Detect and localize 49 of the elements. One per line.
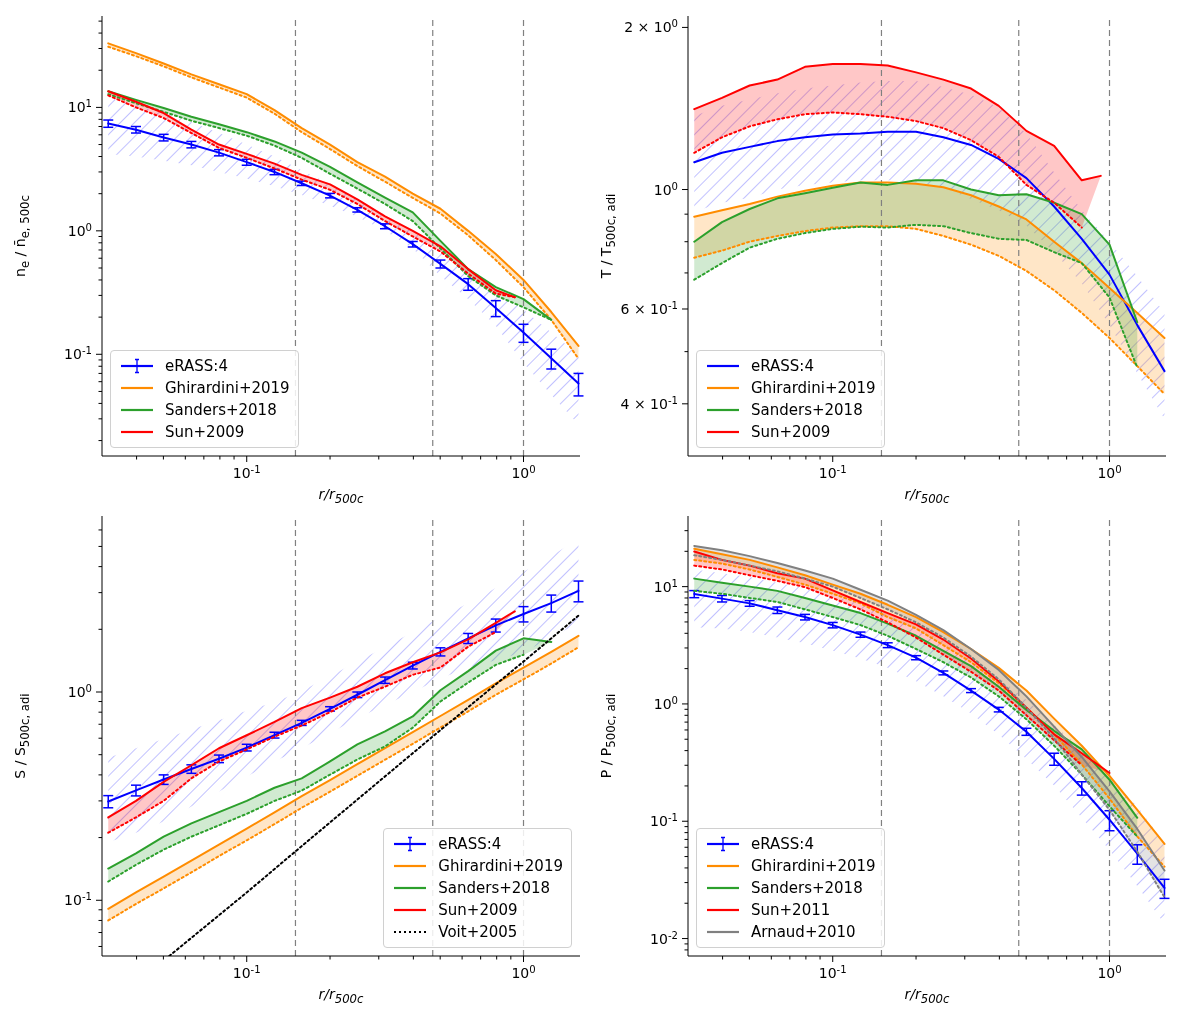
x-axis-title: r/r$_{500c}$ <box>903 986 951 1006</box>
line-series <box>693 179 1139 324</box>
line-series <box>693 130 1166 373</box>
y-tick-label: 10$^{-1}$ <box>64 344 92 363</box>
x-tick-label: 10$^{-1}$ <box>232 963 261 981</box>
x-axis-title: r/r$_{500c}$ <box>317 486 365 506</box>
x-tick-label: 10$^{0}$ <box>1097 963 1122 981</box>
line-series <box>693 181 1166 339</box>
legend-label: eRASS:4 <box>165 356 228 377</box>
legend-label: Sanders+2018 <box>165 400 277 421</box>
legend-label: Sanders+2018 <box>438 878 551 899</box>
legend-label: eRASS:4 <box>438 834 502 855</box>
y-tick-label: 6 × 10$^{-1}$ <box>620 299 678 317</box>
y-tick-label: 10$^{0}$ <box>653 694 678 712</box>
line-series <box>693 111 1083 229</box>
x-tick-label: 10$^{-1}$ <box>818 463 847 481</box>
y-tick-label: 10$^{-2}$ <box>650 929 678 947</box>
legend-label: Sun+2009 <box>751 422 831 443</box>
legend-label: Sun+2011 <box>751 900 831 921</box>
legend-label: Sanders+2018 <box>751 400 863 421</box>
legend-label: Sun+2009 <box>165 422 245 443</box>
y-tick-label: 4 × 10$^{-1}$ <box>620 394 678 412</box>
y-tick-label: 10$^{-1}$ <box>650 811 678 830</box>
legend-label: Arnaud+2010 <box>751 922 856 943</box>
y-tick-label: 10$^{0}$ <box>67 682 92 700</box>
x-tick-label: 10$^{-1}$ <box>818 963 847 981</box>
y-tick-label: 10$^{0}$ <box>67 221 92 239</box>
legend-label: Ghirardini+2019 <box>165 378 290 399</box>
line-series <box>693 225 1166 396</box>
x-tick-label: 10$^{-1}$ <box>232 463 261 481</box>
y-tick-label: 10$^{1}$ <box>653 577 678 595</box>
legend-label: Sanders+2018 <box>751 878 863 899</box>
y-tick-label: 10$^{0}$ <box>653 180 678 198</box>
x-axis-title: r/r$_{500c}$ <box>317 986 365 1006</box>
legend-label: Voit+2005 <box>438 922 518 943</box>
x-tick-label: 10$^{0}$ <box>511 463 536 481</box>
y-tick-label: 10$^{-1}$ <box>64 890 92 909</box>
line-series <box>693 223 1139 369</box>
x-tick-label: 10$^{0}$ <box>1097 463 1122 481</box>
legend-label: eRASS:4 <box>751 834 814 855</box>
y-tick-label: 10$^{1}$ <box>67 97 92 116</box>
legend-label: eRASS:4 <box>751 356 814 377</box>
legend-label: Ghirardini+2019 <box>751 856 876 877</box>
legend-label: Ghirardini+2019 <box>438 856 563 877</box>
x-tick-label: 10$^{0}$ <box>511 963 536 981</box>
legend-label: Sun+2009 <box>438 900 518 921</box>
y-tick-label: 2 × 10$^{0}$ <box>624 17 678 36</box>
x-axis-title: r/r$_{500c}$ <box>903 486 951 506</box>
legend-label: Ghirardini+2019 <box>751 378 876 399</box>
